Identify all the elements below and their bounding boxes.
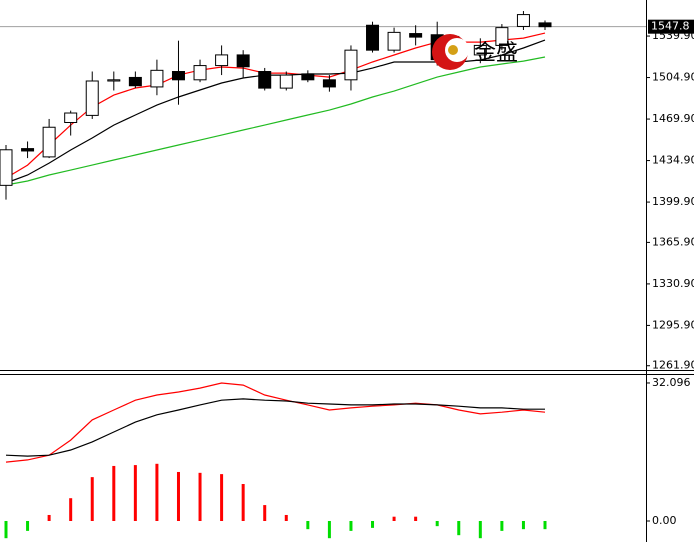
y-tick-label: 1399.90 [652,195,694,208]
candle-body [128,76,142,87]
histogram-bar [176,471,180,521]
histogram-bar [543,520,547,530]
current-price-label: 1547.8 [651,20,690,33]
candle-body [366,24,380,51]
histogram-bar [284,514,288,521]
candle-body [236,54,250,68]
histogram-bar [306,520,310,530]
histogram-bar [112,465,116,521]
candle-body [301,73,315,81]
y-tick-label: 1295.90 [652,318,694,331]
histogram-bar [371,520,375,528]
candle-body [344,49,358,81]
histogram-bar [327,520,331,539]
histogram-bar [241,484,245,521]
candle-body [322,79,336,88]
y-tick-label: 1365.90 [652,235,694,248]
histogram-bar [26,520,30,531]
indicator-line [5,398,545,457]
histogram-bar [349,520,353,531]
histogram-bar [90,477,94,521]
y-tick-label: 32.096 [652,376,691,389]
candle-body [64,112,78,124]
candle-body [538,22,552,28]
histogram-bar [457,520,461,536]
candle-body [85,80,99,116]
logo: 金盛 [432,34,518,70]
histogram-bar [198,472,202,521]
candle-body [473,44,487,56]
candle-body [215,54,229,67]
candle-body [387,31,401,51]
candle-body [279,74,293,89]
y-tick-label: 1504.90 [652,71,694,84]
indicator-line [5,382,546,463]
histogram-bar [263,505,267,521]
histogram-bar [500,520,504,531]
y-tick-label: 0.00 [652,514,677,527]
candle-body [150,69,164,88]
histogram-bar [392,516,396,521]
watermark: 金盛 [474,41,518,66]
candle-body [107,79,121,82]
y-tick-label: 1330.90 [652,277,694,290]
histogram-bar [414,516,418,521]
candle-body [409,33,423,38]
histogram-bar [478,520,482,539]
histogram-bar [69,498,73,521]
y-tick-label: 1434.90 [652,154,694,167]
moving-average [5,56,546,186]
candle-body [0,149,13,186]
logo-dot [448,45,458,55]
candle-body [42,126,56,158]
y-tick-label: 1261.90 [652,359,694,372]
candle-body [21,148,35,152]
histogram-bar [4,520,8,539]
histogram-bar [155,463,159,521]
candle-body [193,65,207,81]
histogram-bar [47,514,51,521]
candle-body [516,14,530,27]
candle-body [258,71,272,89]
histogram-bar [133,465,137,521]
current-price-box [648,19,694,34]
candle-body [171,71,185,81]
y-tick-label: 1469.90 [652,112,694,125]
histogram-bar [220,474,224,521]
histogram-bar [435,520,439,527]
candle-body [495,27,509,46]
histogram-bar [521,520,525,530]
